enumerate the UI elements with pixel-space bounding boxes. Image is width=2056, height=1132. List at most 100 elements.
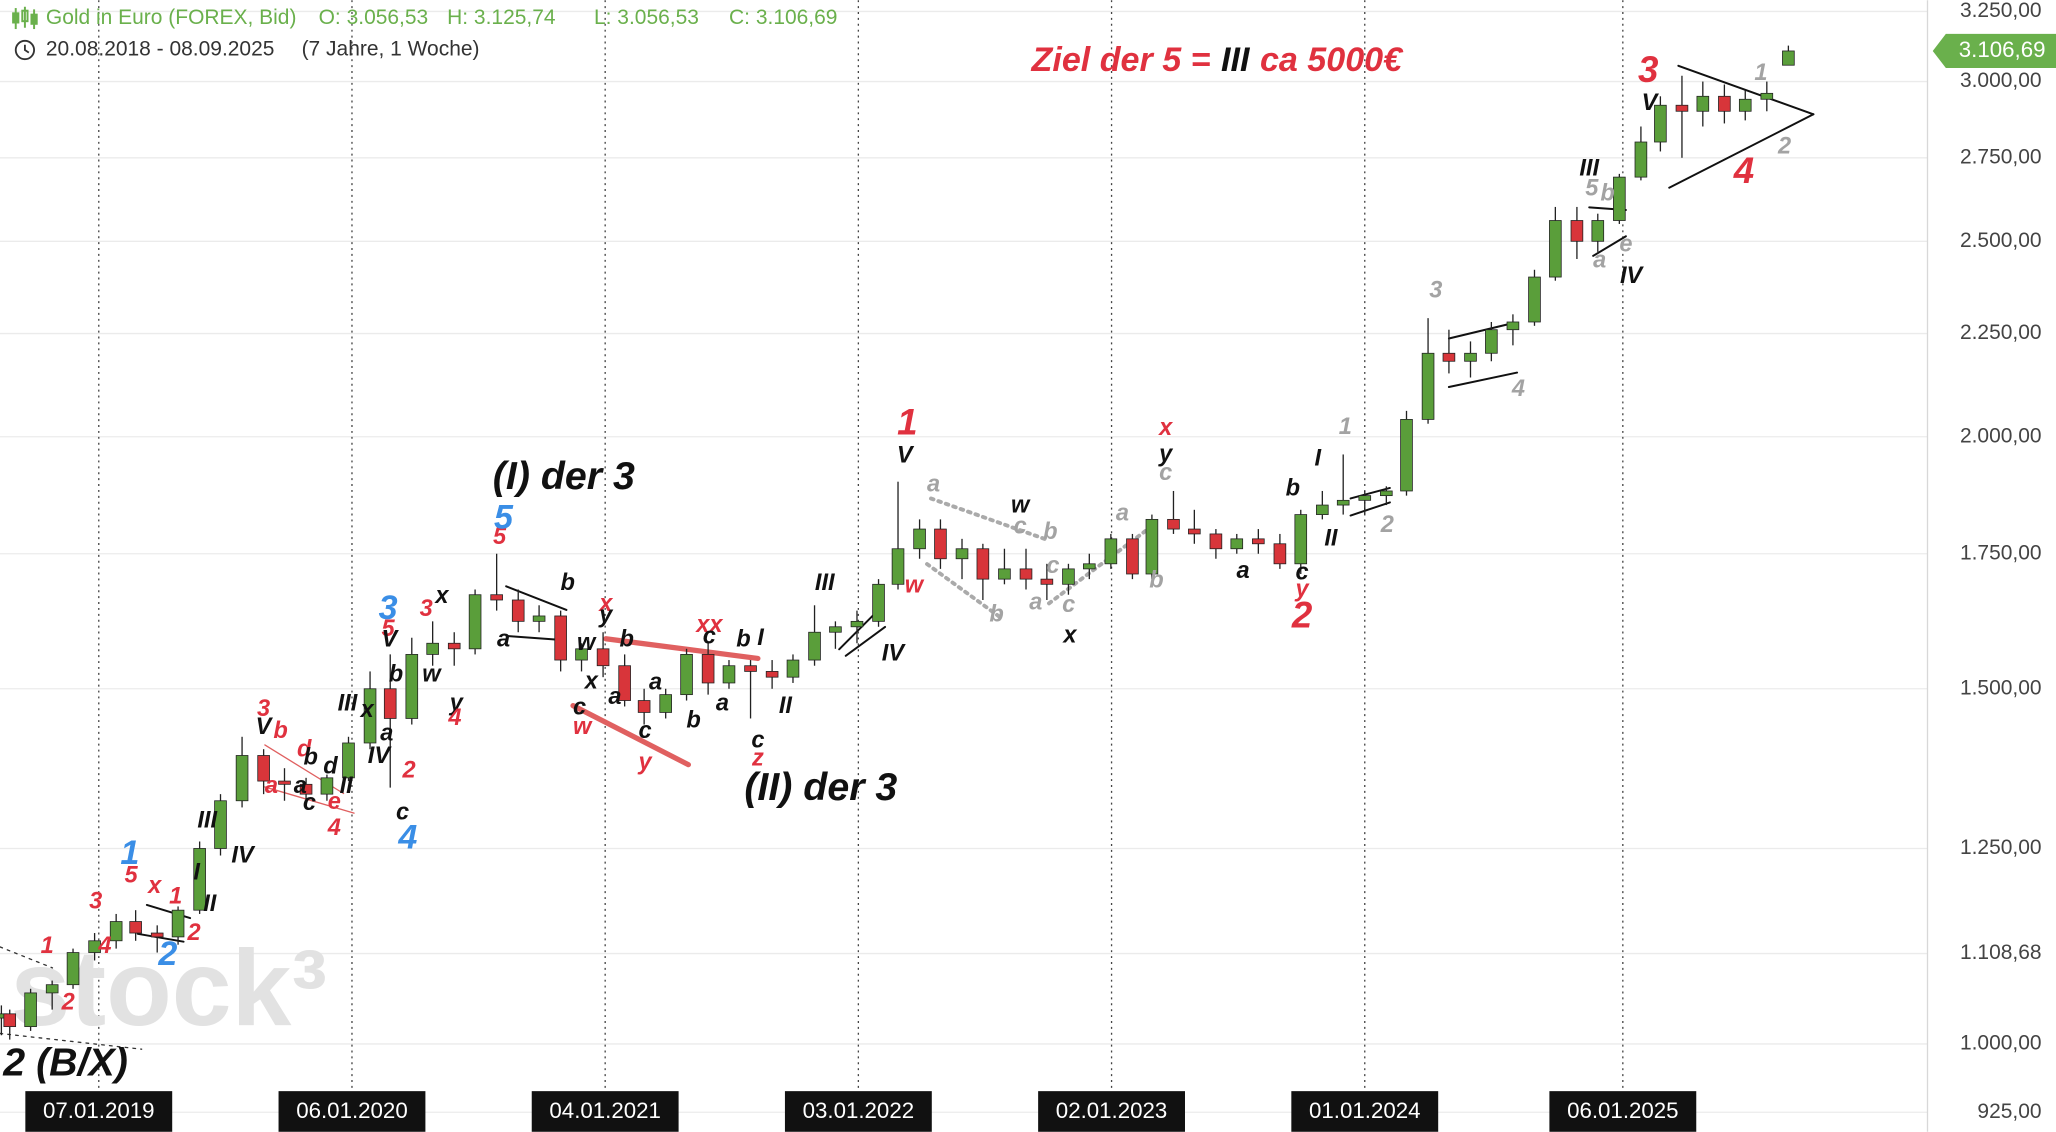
wave-label: 1 [1339,414,1352,440]
candle-body [320,777,334,795]
candle-body [659,694,672,713]
trend-line [925,562,1002,619]
date-range: 20.08.2018 - 08.09.2025 [46,38,275,61]
wave-label: 4 [1733,150,1754,191]
headline: Ziel der 5 = III ca 5000€ [1031,41,1405,79]
wave-label: 2 [186,920,200,946]
wave-label: 3 [420,596,433,622]
wave-label: a [380,721,393,747]
wave-label: d [323,754,338,780]
candle-body [1062,568,1075,585]
wave-label: b [561,570,575,596]
x-tick-box [784,1091,932,1132]
wave-label: b [736,626,750,652]
wave-label: 5 [125,862,139,888]
wave-label: III [1579,156,1599,182]
x-tick-label: 03.01.2022 [803,1098,915,1123]
candle-body [1316,504,1329,515]
wave-label: III [197,807,217,833]
wave-label: c [396,799,409,825]
candle-body [872,583,885,622]
wave-label: c [1014,514,1027,540]
trend-line [1047,522,1156,606]
wave-label: a [716,691,729,717]
last-price-tag [1932,33,2056,69]
x-tick-label: 06.01.2020 [296,1098,408,1123]
candle-body [299,783,313,795]
wave-label: b [989,601,1003,627]
candle-body [596,648,610,667]
candle-body [1167,518,1180,530]
wave-label: I [193,860,200,886]
x-tick-box [531,1091,679,1132]
candle-body [850,620,864,628]
wave-label: 4 [97,933,111,959]
x-axis: 07.01.2019 06.01.2020 04.01.2021 03.01.2022… [25,1091,1697,1132]
wave-label: 1 [41,933,54,959]
wave-label: 5 [382,616,396,642]
candle-body [1634,141,1648,178]
watermark: stock³ [10,928,327,1048]
wave-label: b [1149,567,1163,593]
candle-body [532,615,546,622]
instrument-icon [12,6,38,30]
wave-label: x [1061,622,1077,648]
trend-lines [0,64,1815,1050]
wave-label: I [1314,445,1321,471]
wave-label: 3 [89,889,102,915]
y-tick-label: 1.000,00 [1960,1032,2042,1055]
last-price-label: 3.106,69 [1959,37,2046,62]
x-tick-box [1291,1091,1439,1132]
wave-label: 4 [1511,376,1525,402]
candle-body [1400,419,1413,492]
wave-label: c [703,624,716,650]
trend-line [1677,64,1815,116]
candle-body [1209,533,1223,550]
wave-label: z [751,746,764,772]
wave-label: w [1011,493,1031,519]
wave-label: a [265,773,278,799]
trend-line [844,625,887,657]
candle-body [257,755,270,782]
candle-body [1782,50,1795,66]
wave-label: b [273,718,287,744]
candle-body [955,548,969,560]
candle-body [1613,176,1626,221]
wave-label: a [927,472,940,498]
wave-label: c [639,718,652,744]
candle-body [998,568,1011,580]
candle-body [1273,543,1287,565]
candle-body [1336,499,1350,506]
wave-label: V [1642,90,1660,116]
range-note: (7 Jahre, 1 Woche) [302,38,480,61]
wave-label: a [497,626,510,652]
wave-label: b [1043,519,1057,545]
wave-label: 2 [402,757,416,783]
x-tick-label: 07.01.2019 [43,1098,155,1123]
wave-label: V [897,443,915,469]
candle-body [383,688,397,719]
wave-label: 3 [379,589,398,627]
wave-label: 2 [157,935,177,973]
wave-label: IV [882,641,907,667]
wave-label: x [433,583,449,609]
wave-label: a [1236,558,1249,584]
candle-body [88,940,101,953]
trend-line [570,703,692,768]
wave-label: x [359,697,375,723]
candles [0,45,1795,1040]
wave-label: b [686,708,700,734]
wave-label: x [146,873,162,899]
candle-body [808,631,821,661]
candle-body [1506,321,1520,331]
candle-body [278,780,291,785]
headline-part: III [1221,41,1251,79]
wave-label: III [815,570,835,596]
candle-body [1760,92,1774,100]
trend-line [505,585,568,611]
wave-label: a [1593,247,1606,273]
wave-label: a [1029,590,1042,616]
y-tick-label: 3.250,00 [1960,0,2042,22]
